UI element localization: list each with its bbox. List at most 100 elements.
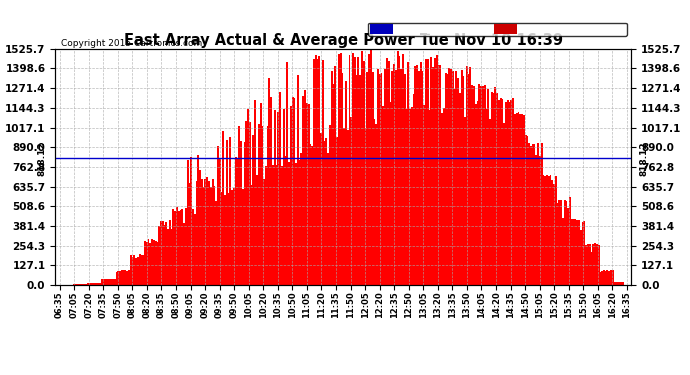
Bar bbox=[416, 65, 418, 285]
Bar bbox=[549, 175, 551, 285]
Bar bbox=[487, 89, 489, 285]
Bar bbox=[435, 55, 437, 285]
Bar bbox=[226, 140, 228, 285]
Bar bbox=[81, 284, 83, 285]
Bar bbox=[188, 183, 190, 285]
Bar bbox=[418, 71, 420, 285]
Bar bbox=[139, 254, 141, 285]
Bar bbox=[511, 100, 513, 285]
Bar bbox=[272, 165, 274, 285]
Bar bbox=[379, 74, 381, 285]
Bar bbox=[594, 243, 596, 285]
Bar bbox=[409, 109, 411, 285]
Bar bbox=[231, 190, 233, 285]
Legend: Average  (DC Watts), East Array  (DC Watts): Average (DC Watts), East Array (DC Watts… bbox=[368, 22, 627, 36]
Bar bbox=[352, 53, 354, 285]
Bar bbox=[484, 85, 486, 285]
Bar bbox=[493, 93, 495, 285]
Bar bbox=[279, 92, 281, 285]
Bar bbox=[115, 272, 117, 285]
Bar bbox=[117, 271, 119, 285]
Bar bbox=[132, 257, 133, 285]
Bar bbox=[157, 242, 159, 285]
Bar bbox=[124, 270, 126, 285]
Bar bbox=[582, 222, 584, 285]
Bar bbox=[317, 59, 319, 285]
Bar bbox=[101, 279, 104, 285]
Bar bbox=[215, 201, 217, 285]
Bar bbox=[176, 207, 178, 285]
Bar bbox=[336, 136, 338, 285]
Bar bbox=[270, 97, 273, 285]
Bar bbox=[254, 100, 256, 285]
Bar bbox=[304, 90, 306, 285]
Bar bbox=[322, 60, 324, 285]
Bar bbox=[213, 186, 215, 285]
Bar bbox=[250, 185, 253, 285]
Bar bbox=[523, 115, 525, 285]
Bar bbox=[610, 270, 612, 285]
Bar bbox=[142, 255, 144, 285]
Bar bbox=[306, 104, 308, 285]
Bar bbox=[133, 255, 135, 285]
Bar bbox=[427, 59, 428, 285]
Bar bbox=[391, 71, 393, 285]
Bar bbox=[591, 252, 593, 285]
Bar bbox=[258, 124, 259, 285]
Bar bbox=[473, 86, 475, 285]
Bar bbox=[477, 102, 479, 285]
Bar bbox=[263, 179, 265, 285]
Text: 818.12: 818.12 bbox=[640, 141, 649, 176]
Bar bbox=[326, 138, 327, 285]
Bar bbox=[185, 209, 187, 285]
Bar bbox=[87, 283, 89, 285]
Bar bbox=[480, 86, 482, 285]
Bar bbox=[153, 240, 155, 285]
Bar bbox=[502, 99, 504, 285]
Bar bbox=[617, 282, 619, 285]
Bar bbox=[404, 74, 406, 285]
Bar bbox=[461, 70, 462, 285]
Bar bbox=[146, 242, 148, 285]
Bar bbox=[441, 113, 443, 285]
Bar bbox=[406, 109, 407, 285]
Bar bbox=[105, 279, 107, 285]
Bar bbox=[452, 71, 453, 285]
Bar bbox=[407, 62, 409, 285]
Bar bbox=[108, 279, 110, 285]
Bar bbox=[277, 112, 279, 285]
Bar bbox=[411, 107, 413, 285]
Bar bbox=[98, 283, 99, 285]
Bar bbox=[428, 110, 431, 285]
Bar bbox=[233, 188, 235, 285]
Bar bbox=[308, 104, 310, 285]
Bar bbox=[592, 244, 594, 285]
Bar bbox=[267, 126, 268, 285]
Bar bbox=[262, 126, 264, 285]
Bar bbox=[471, 85, 473, 285]
Bar bbox=[148, 239, 150, 285]
Bar bbox=[486, 109, 487, 285]
Bar bbox=[589, 244, 591, 285]
Bar bbox=[83, 284, 86, 285]
Bar bbox=[372, 72, 373, 285]
Bar bbox=[377, 69, 379, 285]
Bar bbox=[240, 141, 242, 285]
Bar bbox=[187, 160, 188, 285]
Bar bbox=[309, 144, 311, 285]
Bar bbox=[161, 221, 164, 285]
Bar bbox=[389, 102, 391, 285]
Bar bbox=[292, 97, 293, 285]
Bar bbox=[526, 136, 529, 285]
Bar bbox=[583, 221, 585, 285]
Bar bbox=[144, 242, 146, 285]
Bar bbox=[357, 57, 359, 285]
Bar bbox=[355, 75, 357, 285]
Bar bbox=[386, 58, 388, 285]
Bar bbox=[354, 57, 356, 285]
Bar bbox=[414, 66, 416, 285]
Bar bbox=[329, 126, 331, 285]
Bar bbox=[167, 229, 169, 285]
Text: Copyright 2015 Cartronics.com: Copyright 2015 Cartronics.com bbox=[61, 39, 202, 48]
Bar bbox=[135, 258, 137, 285]
